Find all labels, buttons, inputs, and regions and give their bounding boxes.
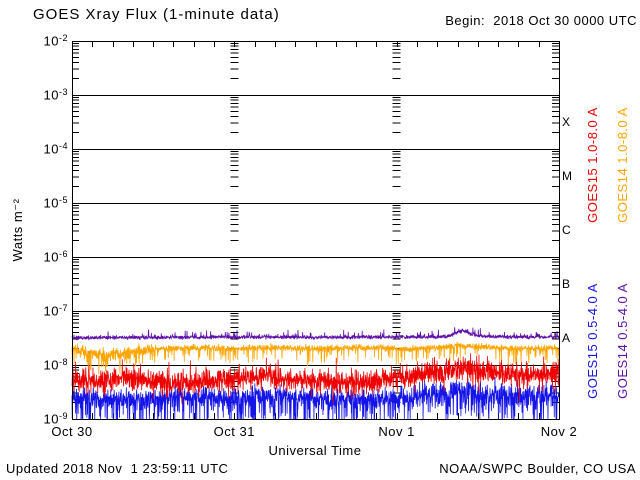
updated-timestamp: Updated 2018 Nov 1 23:59:11 UTC — [6, 461, 229, 476]
flare-class-letter-C: C — [562, 223, 571, 238]
flare-class-letter-M: M — [562, 169, 572, 184]
series-trace-goes15-long — [71, 351, 560, 405]
begin-time-label: Begin: 2018 Oct 30 0000 UTC — [445, 13, 637, 28]
y-tick-label: 10-3 — [43, 87, 68, 103]
y-tick-label: 10-8 — [43, 357, 68, 373]
legend-label-goes14-long: GOES14 1.0-8.0 A — [615, 107, 630, 223]
credit-text: NOAA/SWPC Boulder, CO USA — [439, 461, 636, 476]
legend-label-goes15-short: GOES15 0.5-4.0 A — [585, 283, 600, 399]
flare-class-letter-X: X — [562, 115, 571, 130]
flare-class-letter-B: B — [562, 277, 571, 292]
y-axis-title: Watts m⁻² — [10, 198, 25, 262]
flare-class-letter-A: A — [562, 331, 571, 346]
y-tick-label: 10-4 — [43, 141, 68, 157]
x-tick-label: Nov 1 — [378, 424, 415, 439]
legend-label-goes14-short: GOES14 0.5-4.0 A — [615, 283, 630, 399]
y-tick-label: 10-5 — [43, 195, 68, 211]
plot-frame — [72, 41, 560, 420]
legend-label-goes15-long: GOES15 1.0-8.0 A — [585, 107, 600, 223]
chart-title: GOES Xray Flux (1-minute data) — [33, 6, 280, 23]
y-tick-label: 10-2 — [43, 33, 68, 49]
y-tick-label: 10-6 — [43, 249, 68, 265]
x-tick-label: Oct 31 — [213, 424, 255, 439]
x-axis-title: Universal Time — [268, 443, 362, 458]
series-trace-goes14-long — [71, 341, 560, 375]
x-tick-label: Oct 30 — [51, 424, 93, 439]
y-tick-label: 10-7 — [43, 303, 68, 319]
series-trace-goes14-short — [71, 327, 560, 341]
y-tick-label: 10-9 — [43, 411, 68, 427]
series-trace-goes15-short — [71, 377, 560, 420]
x-tick-label: Nov 2 — [540, 424, 578, 439]
